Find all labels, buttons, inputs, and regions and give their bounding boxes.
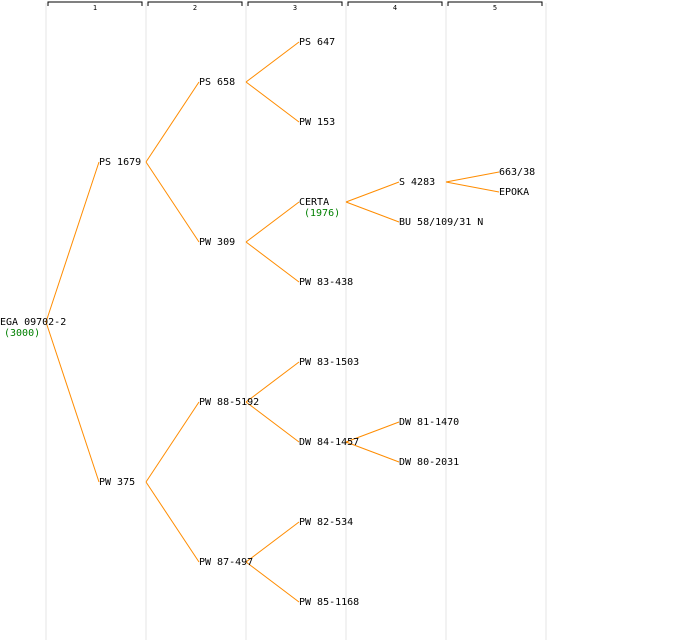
node-label[interactable]: DW 80-2031 <box>399 457 459 468</box>
pedigree-edge <box>445 171 500 183</box>
pedigree-edge <box>245 41 300 83</box>
pedigree-edge <box>245 401 300 443</box>
node-label[interactable]: EGA 09702-2 <box>0 317 66 328</box>
node-label[interactable]: PS 1679 <box>99 157 141 168</box>
pedigree-node[interactable]: PW 82-534 <box>299 517 353 528</box>
generation-bracket <box>47 1 143 6</box>
pedigree-edge <box>345 421 400 443</box>
node-year: (1976) <box>304 208 340 219</box>
pedigree-edge <box>245 241 300 283</box>
node-label[interactable]: PW 83-438 <box>299 277 353 288</box>
pedigree-node[interactable]: CERTA(1976) <box>299 197 340 219</box>
pedigree-edge <box>45 321 100 483</box>
pedigree-edge <box>345 201 400 223</box>
pedigree-node[interactable]: PW 85-1168 <box>299 597 359 608</box>
node-label[interactable]: PW 87-497 <box>199 557 253 568</box>
node-label[interactable]: 663/38 <box>499 167 535 178</box>
node-label[interactable]: PS 658 <box>199 77 235 88</box>
pedigree-node[interactable]: EPOKA <box>499 187 529 198</box>
pedigree-edge <box>145 81 200 163</box>
pedigree-edges <box>45 41 500 603</box>
generation-bracket <box>247 1 343 6</box>
pedigree-edge <box>345 181 400 203</box>
node-label[interactable]: DW 84-1457 <box>299 437 359 448</box>
pedigree-node[interactable]: DW 81-1470 <box>399 417 459 428</box>
node-label[interactable]: PW 88-5192 <box>199 397 259 408</box>
generation-columns: 1 2 3 4 5 <box>45 1 547 640</box>
node-label[interactable]: BU 58/109/31 N <box>399 217 483 228</box>
node-label[interactable]: EPOKA <box>499 187 529 198</box>
generation-bracket <box>147 1 243 6</box>
pedigree-node[interactable]: PW 88-5192 <box>199 397 259 408</box>
generation-bracket <box>447 1 543 6</box>
generation-label: 5 <box>493 4 497 12</box>
generation-label: 4 <box>393 4 397 12</box>
generation-bracket <box>347 1 443 6</box>
pedigree-node[interactable]: PS 647 <box>299 37 335 48</box>
pedigree-edge <box>245 521 300 563</box>
generation-label: 1 <box>93 4 97 12</box>
pedigree-node[interactable]: PW 375 <box>99 477 135 488</box>
node-label[interactable]: PW 375 <box>99 477 135 488</box>
pedigree-nodes: EGA 09702-2(3000) PS 1679 PW 375 PS 658 PW 3… <box>0 37 535 608</box>
pedigree-edge <box>245 561 300 603</box>
node-label[interactable]: PW 83-1503 <box>299 357 359 368</box>
pedigree-node[interactable]: PW 87-497 <box>199 557 253 568</box>
node-label[interactable]: PW 309 <box>199 237 235 248</box>
generation-label: 2 <box>193 4 197 12</box>
pedigree-edge <box>245 81 300 123</box>
pedigree-edge <box>245 201 300 243</box>
pedigree-node[interactable]: 663/38 <box>499 167 535 178</box>
node-label[interactable]: DW 81-1470 <box>399 417 459 428</box>
pedigree-node[interactable]: PW 83-1503 <box>299 357 359 368</box>
pedigree-edge <box>45 161 100 323</box>
pedigree-node[interactable]: PW 83-438 <box>299 277 353 288</box>
node-label[interactable]: PW 153 <box>299 117 335 128</box>
pedigree-edge <box>145 161 200 243</box>
pedigree-node[interactable]: PS 658 <box>199 77 235 88</box>
pedigree-node[interactable]: DW 80-2031 <box>399 457 459 468</box>
pedigree-edge <box>145 481 200 563</box>
pedigree-node[interactable]: PW 309 <box>199 237 235 248</box>
generation-label: 3 <box>293 4 297 12</box>
pedigree-node[interactable]: S 4283 <box>399 177 435 188</box>
node-label[interactable]: S 4283 <box>399 177 435 188</box>
pedigree-node[interactable]: PW 153 <box>299 117 335 128</box>
pedigree-edge <box>245 361 300 403</box>
pedigree-edge <box>445 181 500 193</box>
pedigree-edge <box>145 401 200 483</box>
pedigree-node[interactable]: BU 58/109/31 N <box>399 217 483 228</box>
pedigree-node[interactable]: EGA 09702-2(3000) <box>0 317 66 339</box>
node-label[interactable]: CERTA <box>299 197 329 208</box>
node-label[interactable]: PW 82-534 <box>299 517 353 528</box>
node-label[interactable]: PW 85-1168 <box>299 597 359 608</box>
node-year: (3000) <box>4 328 40 339</box>
node-label[interactable]: PS 647 <box>299 37 335 48</box>
pedigree-node[interactable]: DW 84-1457 <box>299 437 359 448</box>
pedigree-node[interactable]: PS 1679 <box>99 157 141 168</box>
pedigree-edge <box>345 441 400 463</box>
